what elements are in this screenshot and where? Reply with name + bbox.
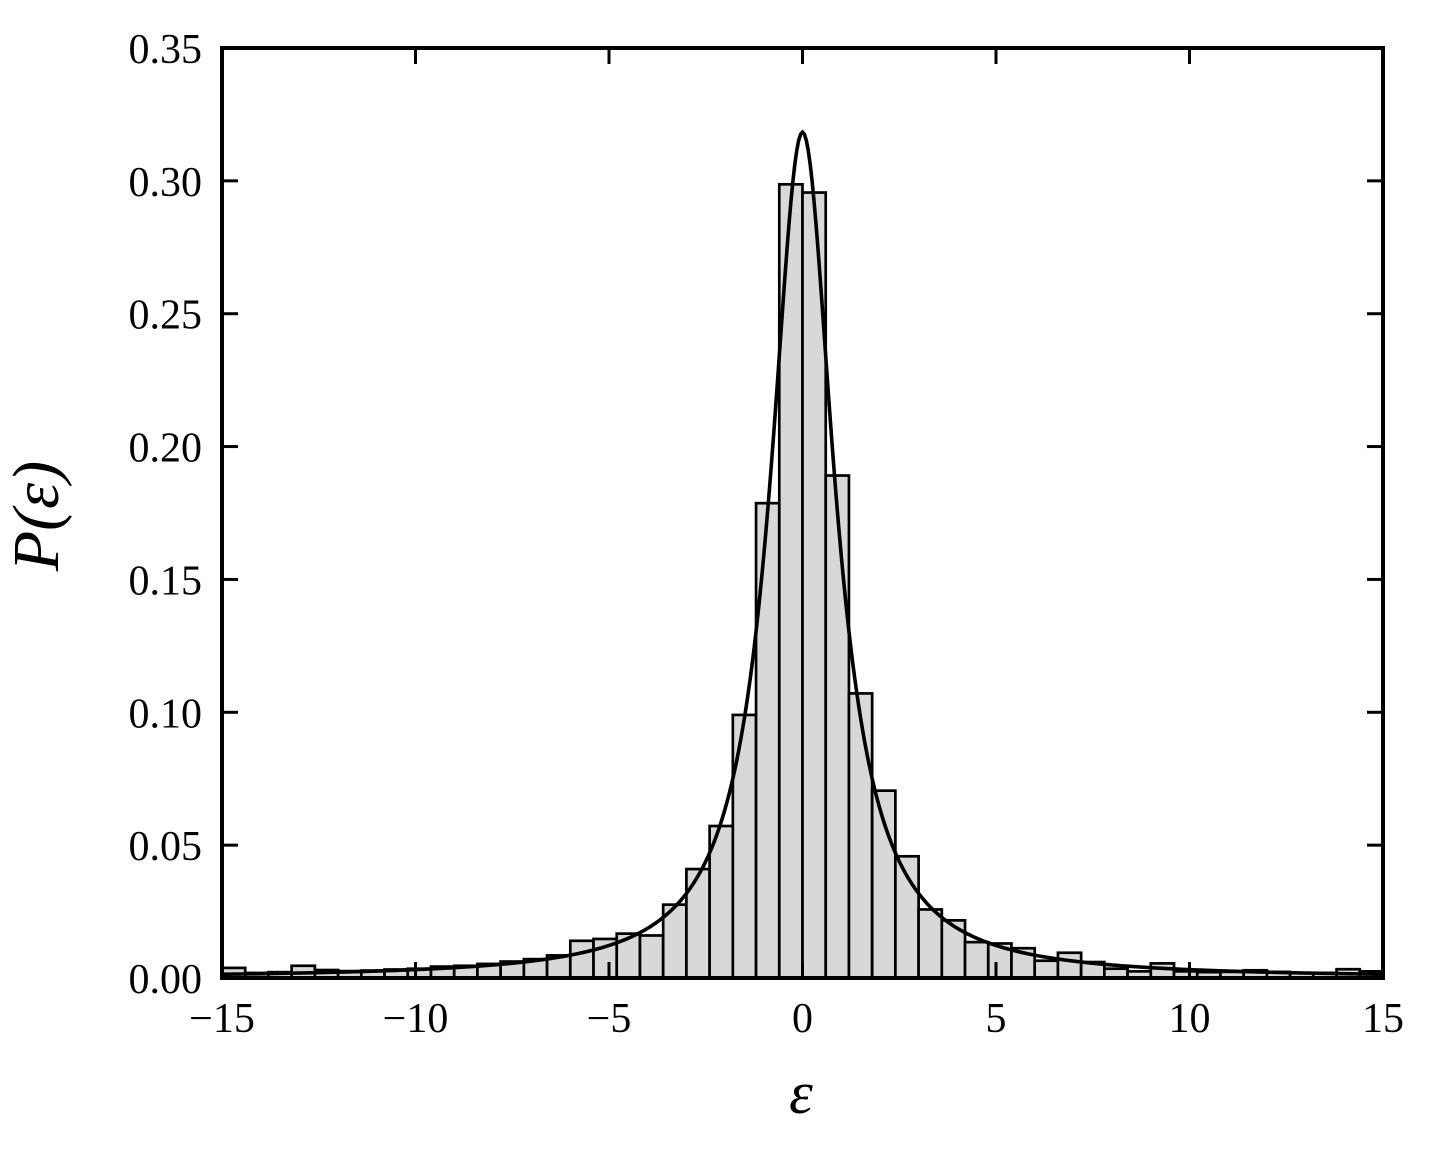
- histogram-bar: [1149, 962, 1176, 980]
- axes-frame: [220, 46, 1385, 980]
- x-tick-label: 0: [792, 996, 813, 1042]
- histogram-bar: [568, 939, 595, 980]
- y-tick-labels: 0.00 0.05 0.10 0.15 0.20 0.25 0.30 0.35: [129, 27, 203, 1003]
- x-tick-label: 15: [1362, 996, 1404, 1042]
- histogram-bar: [685, 867, 711, 980]
- histogram-bars: [220, 182, 1385, 980]
- histogram-bar: [1056, 951, 1083, 980]
- y-tick-label: 0.05: [129, 824, 203, 870]
- x-tick-label: −5: [587, 996, 632, 1042]
- y-axis-label: P(ε): [0, 461, 73, 572]
- y-tick-label: 0.35: [129, 27, 203, 73]
- x-tick-labels: −15 −10 −5 0 5 10 15: [189, 996, 1404, 1042]
- histogram-bar: [963, 940, 990, 980]
- x-tick-label: −15: [189, 996, 255, 1042]
- histogram-bar: [847, 692, 874, 980]
- x-tick-label: 5: [986, 996, 1007, 1042]
- y-tick-label: 0.25: [129, 293, 203, 339]
- x-axis-label: ε: [789, 1060, 813, 1126]
- y-tick-label: 0.30: [129, 160, 203, 206]
- histogram-bar: [1033, 959, 1060, 980]
- histogram-bar: [638, 934, 665, 980]
- x-tick-label: 10: [1169, 996, 1211, 1042]
- y-tick-label: 0.00: [129, 957, 203, 1003]
- y-tick-label: 0.15: [129, 558, 203, 604]
- y-tick-label: 0.10: [129, 691, 203, 737]
- x-tick-label: −10: [383, 996, 449, 1042]
- histogram-bar: [754, 501, 781, 980]
- histogram-bar: [917, 908, 944, 980]
- y-tick-label: 0.20: [129, 426, 203, 472]
- histogram-bar: [824, 474, 851, 980]
